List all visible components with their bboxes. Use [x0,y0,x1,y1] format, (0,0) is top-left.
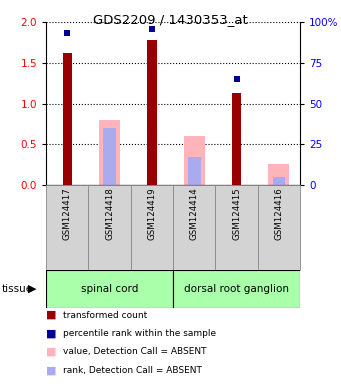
Text: GSM124419: GSM124419 [147,187,157,240]
Bar [46,270,173,308]
Bar [173,270,300,308]
Text: GDS2209 / 1430353_at: GDS2209 / 1430353_at [93,13,248,26]
Bar [62,53,72,185]
Text: ■: ■ [46,310,57,320]
Text: ▶: ▶ [28,284,36,294]
Text: rank, Detection Call = ABSENT: rank, Detection Call = ABSENT [63,366,202,375]
Bar [268,164,290,185]
Bar [184,136,205,185]
Bar [216,185,258,270]
Text: value, Detection Call = ABSENT: value, Detection Call = ABSENT [63,348,207,356]
Bar [232,93,241,185]
Bar [147,40,157,185]
Bar [103,128,116,185]
Text: GSM124416: GSM124416 [275,187,283,240]
Text: tissue: tissue [2,284,33,294]
Bar [272,177,285,185]
Text: GSM124418: GSM124418 [105,187,114,240]
Bar [88,185,131,270]
Text: transformed count: transformed count [63,311,147,319]
Text: GSM124417: GSM124417 [63,187,72,240]
Text: ■: ■ [46,328,57,338]
Bar [258,185,300,270]
Bar [173,185,216,270]
Bar [46,185,88,270]
Text: dorsal root ganglion: dorsal root ganglion [184,284,289,294]
Bar [131,185,173,270]
Text: ■: ■ [46,365,57,375]
Text: ■: ■ [46,347,57,357]
Text: GSM124415: GSM124415 [232,187,241,240]
Text: GSM124414: GSM124414 [190,187,199,240]
Bar [99,120,120,185]
Bar [188,157,201,185]
Text: percentile rank within the sample: percentile rank within the sample [63,329,216,338]
Text: spinal cord: spinal cord [81,284,138,294]
